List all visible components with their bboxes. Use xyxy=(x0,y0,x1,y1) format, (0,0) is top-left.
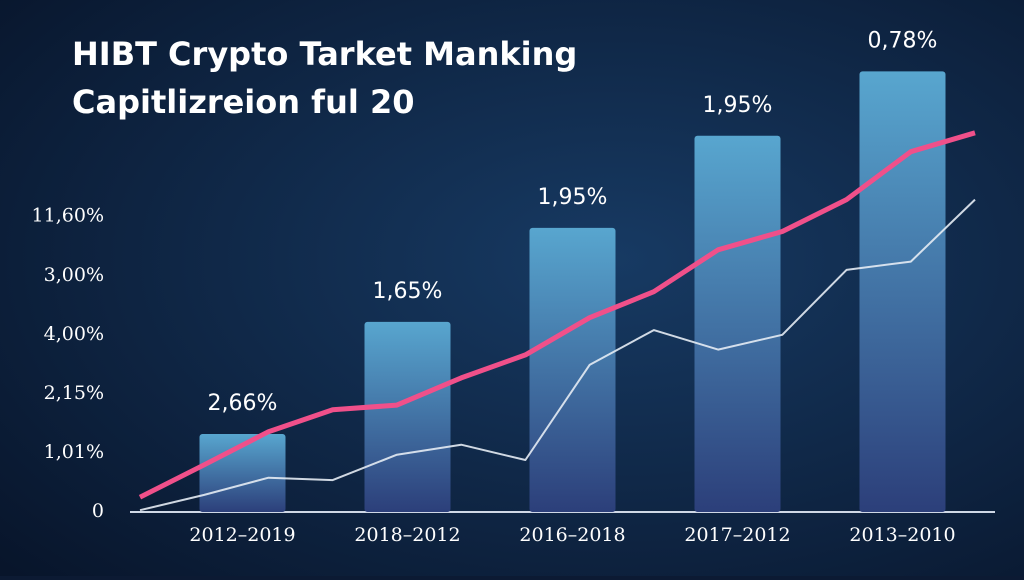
x-tick-label: 2012–2019 xyxy=(189,524,295,546)
line xyxy=(139,198,976,512)
bar xyxy=(694,135,781,512)
y-tick-label: 1,01% xyxy=(44,441,104,463)
x-tick-label: 2013–2010 xyxy=(849,524,955,546)
y-tick-label: 11,60% xyxy=(32,205,104,227)
line xyxy=(138,130,976,500)
bar-annotation: 1,95% xyxy=(538,185,608,210)
bar-annotation: 1,65% xyxy=(373,279,443,304)
bar xyxy=(859,71,946,512)
x-tick-label: 2018–2012 xyxy=(354,524,460,546)
chart-subtitle: Capitlizreion ful 20 xyxy=(72,83,415,121)
chart-title: HIBT Crypto Tarket Manking xyxy=(72,35,577,73)
y-tick-label: 0 xyxy=(92,500,104,522)
y-tick-label: 3,00% xyxy=(44,264,104,286)
x-tick-label: 2016–2018 xyxy=(519,524,625,546)
y-tick-label: 2,15% xyxy=(44,382,104,404)
bar xyxy=(364,321,451,512)
bar xyxy=(529,227,616,512)
y-tick-label: 4,00% xyxy=(44,323,104,345)
x-tick-label: 2017–2012 xyxy=(684,524,790,546)
bar-annotation: 1,95% xyxy=(703,93,773,118)
bar-annotation: 0,78% xyxy=(868,28,938,53)
bar-annotation: 2,66% xyxy=(208,391,278,416)
